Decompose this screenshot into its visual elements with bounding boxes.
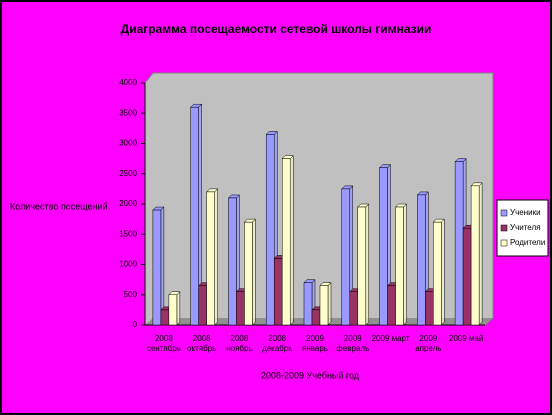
bar (303, 282, 313, 326)
bar-side (478, 182, 483, 326)
y-tick-label: 1000 (119, 260, 137, 269)
bar (462, 227, 472, 326)
legend-swatch (500, 224, 508, 232)
bar (244, 221, 253, 326)
bar (168, 294, 178, 326)
bar-side (214, 188, 218, 326)
bar (228, 197, 237, 326)
bar-side (289, 155, 294, 326)
bar (281, 158, 291, 326)
x-tick-label: 2009 май (448, 334, 484, 343)
y-tick-label: 500 (124, 290, 138, 299)
bar-side (252, 218, 256, 326)
bar (190, 106, 199, 326)
bar (311, 309, 321, 326)
x-tick-label: 2008 октябрь (187, 334, 217, 353)
bar (152, 209, 162, 326)
bar (395, 206, 404, 326)
legend-swatch (500, 209, 508, 217)
legend-label: Ученики (510, 208, 541, 217)
y-tick-label: 4000 (119, 78, 137, 87)
y-tick-label: 1500 (119, 229, 137, 238)
x-tick-label: 2008 ноябрь (226, 334, 253, 353)
bar (198, 285, 207, 326)
bar (433, 221, 442, 326)
x-tick-label: 2009 январь (302, 334, 328, 353)
y-tick-label: 3000 (119, 139, 137, 148)
y-tick-label: 2000 (119, 199, 137, 208)
bar (454, 161, 464, 326)
bar (206, 191, 215, 326)
legend-label: Родители (510, 238, 545, 247)
x-tick-label: 2009 февраль (336, 334, 370, 353)
bar (379, 167, 388, 326)
bar-side (365, 203, 370, 326)
legend-label: Учителя (510, 223, 540, 232)
y-axis-title: Количество посещений (10, 201, 108, 211)
x-tick-label: 2008 сентябрь (146, 334, 181, 353)
bar (160, 309, 170, 326)
bar (349, 291, 359, 326)
bar (265, 134, 275, 326)
bar-side (176, 291, 181, 326)
x-axis-title: 2008-2009 Учебный год (261, 370, 360, 380)
chart-title: Диаграмма посещаемости сетевой школы гим… (121, 22, 432, 36)
bar (425, 291, 434, 326)
bar (417, 194, 426, 326)
bar (470, 185, 480, 326)
legend-swatch (500, 239, 508, 247)
bar (319, 285, 329, 326)
bar (387, 285, 396, 326)
x-tick-label: 2008 декабрь (261, 334, 293, 353)
y-tick-label: 3500 (119, 108, 137, 117)
bar-side (441, 218, 445, 326)
y-tick-label: 0 (133, 320, 138, 329)
bar (236, 291, 245, 326)
bar-side (327, 282, 332, 326)
bar-side (403, 203, 407, 326)
x-tick-label: 2009 март (371, 334, 410, 343)
bar (357, 206, 367, 326)
x-tick-label: 2009 апрель (415, 334, 442, 353)
y-tick-label: 2500 (119, 169, 137, 178)
bar (273, 258, 283, 326)
bar (341, 188, 351, 326)
